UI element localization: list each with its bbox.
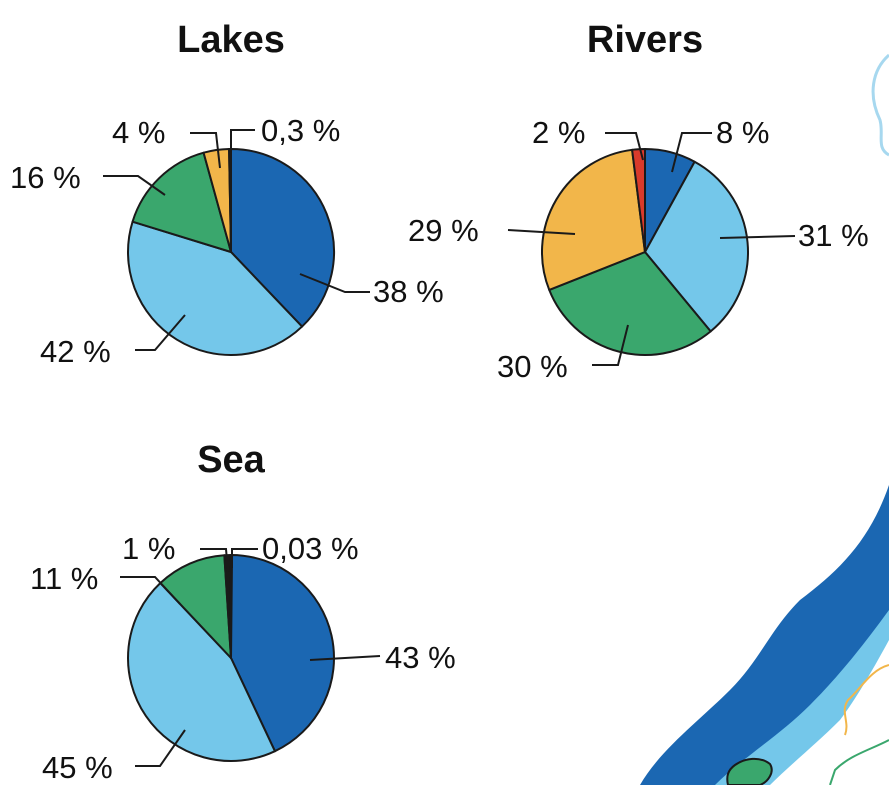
sea-leaders bbox=[120, 548, 381, 767]
lakes-slice-2 bbox=[131, 151, 232, 253]
lakes-pie bbox=[127, 148, 335, 356]
sea-leader-43 bbox=[309, 655, 381, 661]
lakes-slice-1 bbox=[127, 220, 304, 356]
rivers-title: Rivers bbox=[587, 19, 703, 61]
rivers-label-2: 2 % bbox=[532, 115, 585, 150]
sea-leader-45 bbox=[135, 729, 186, 767]
lakes-label-42: 42 % bbox=[40, 334, 111, 369]
sea-leader-11 bbox=[120, 576, 181, 605]
rivers-label-8: 8 % bbox=[716, 115, 769, 150]
lakes-label-38: 38 % bbox=[373, 274, 444, 309]
rivers-leader-30 bbox=[592, 324, 629, 366]
lakes-label-4: 4 % bbox=[112, 115, 165, 150]
rivers-leader-8 bbox=[671, 132, 712, 173]
lakes-leader-42 bbox=[135, 314, 186, 351]
sea-leader-1 bbox=[200, 548, 229, 573]
rivers-slice-1 bbox=[644, 160, 749, 333]
lakes-leader-38 bbox=[299, 273, 370, 293]
lakes-leader-16 bbox=[103, 175, 166, 196]
rivers-slice-4 bbox=[631, 147, 646, 253]
lakes-leaders bbox=[103, 129, 370, 351]
rivers-leader-2 bbox=[605, 132, 644, 161]
map-island bbox=[726, 757, 773, 785]
rivers-leader-31 bbox=[719, 235, 796, 239]
sea-pie bbox=[127, 554, 335, 762]
sea-slice-1 bbox=[127, 582, 276, 762]
lakes-label-16: 16 % bbox=[10, 160, 81, 195]
lakes-title: Lakes bbox=[177, 19, 285, 61]
rivers-chart: Rivers 8 % 31 % 30 % 29 % 2 % bbox=[408, 19, 869, 384]
sea-label-45: 45 % bbox=[42, 750, 113, 785]
sea-label-11: 11 % bbox=[30, 561, 98, 596]
sea-label-003: 0,03 % bbox=[262, 531, 359, 566]
rivers-label-30: 30 % bbox=[497, 349, 568, 384]
rivers-label-29: 29 % bbox=[408, 213, 479, 248]
sea-chart: Sea 43 % 45 % 11 % 1 % 0,03 % bbox=[30, 439, 456, 785]
rivers-leaders bbox=[507, 132, 796, 366]
rivers-label-31: 31 % bbox=[798, 218, 869, 253]
sea-label-43: 43 % bbox=[385, 640, 456, 675]
sea-slice-0 bbox=[230, 554, 335, 753]
map-land-detail-orange bbox=[843, 664, 889, 736]
sea-slice-4 bbox=[229, 554, 234, 659]
sea-title: Sea bbox=[197, 439, 265, 481]
sea-slice-2 bbox=[159, 554, 232, 659]
background-map bbox=[640, 53, 889, 785]
map-land-detail-green bbox=[829, 739, 889, 785]
rivers-pie bbox=[541, 147, 749, 356]
lakes-label-03: 0,3 % bbox=[261, 113, 340, 148]
sea-leader-003 bbox=[231, 548, 258, 568]
lakes-leader-4 bbox=[190, 132, 221, 169]
rivers-leader-29 bbox=[507, 229, 576, 235]
lakes-leader-03 bbox=[230, 129, 255, 160]
rivers-slice-3 bbox=[541, 148, 646, 291]
lakes-chart: Lakes 38 % 42 % 16 % 4 % 0,3 % bbox=[10, 19, 444, 369]
rivers-slice-2 bbox=[548, 251, 712, 356]
map-land bbox=[770, 640, 889, 785]
map-coastline-top bbox=[871, 53, 889, 157]
sea-label-1: 1 % bbox=[122, 531, 175, 566]
lakes-slice-0 bbox=[230, 148, 335, 328]
